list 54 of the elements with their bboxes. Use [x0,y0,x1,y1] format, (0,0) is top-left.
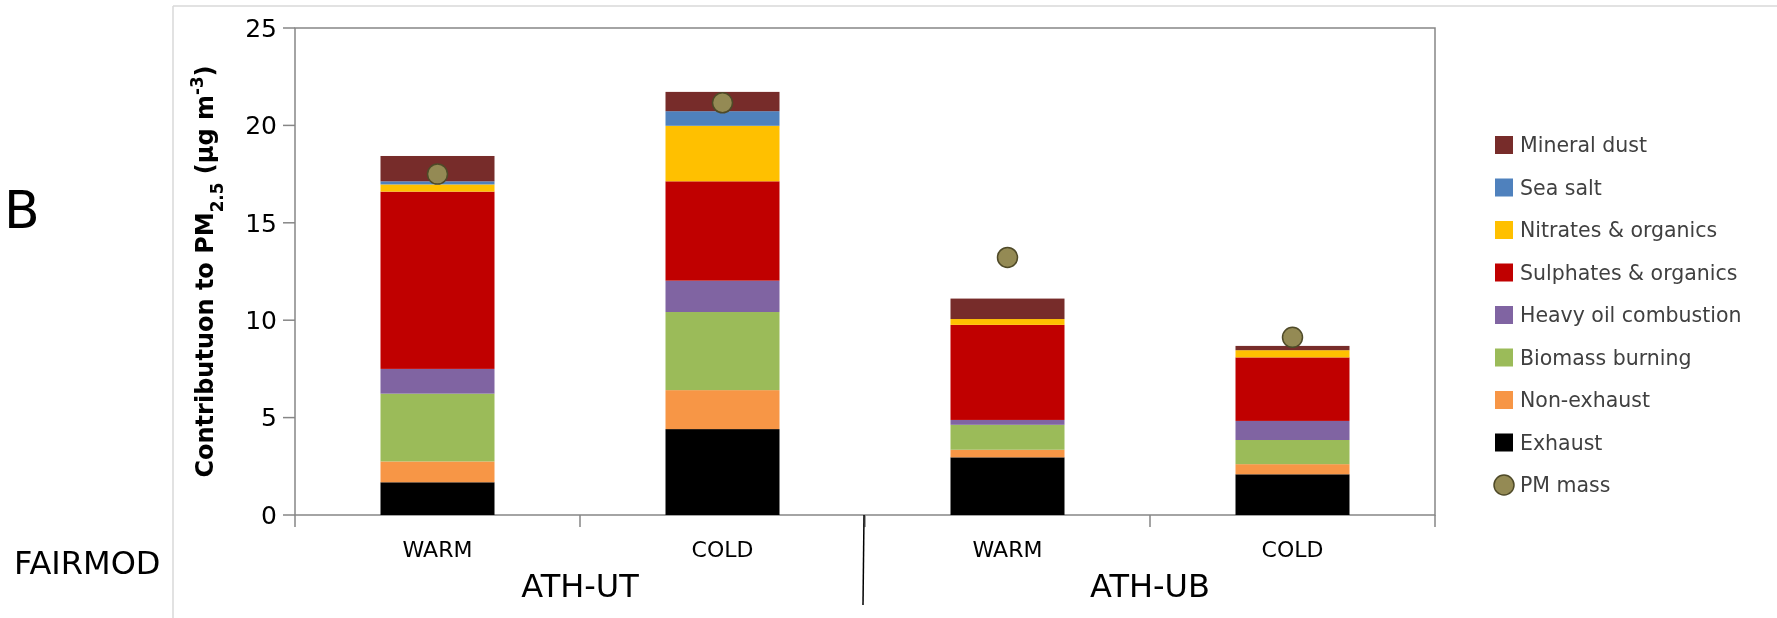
text: B [4,180,40,240]
bar [380,191,495,369]
bar [1235,440,1350,465]
bar [380,461,495,483]
bar [665,312,780,391]
bar [950,319,1065,325]
bar [950,298,1065,320]
bar [1235,420,1350,440]
x-tick-label: WARM [972,537,1043,562]
bar [950,419,1065,425]
bar [1235,474,1350,515]
point [996,246,1019,269]
legend-label: Mineral dust [1520,133,1647,158]
text: ATH-UT [521,567,640,605]
bar [1235,464,1350,475]
legend-label: Nitrates & organics [1520,218,1718,243]
y-tick-label: 0 [261,500,277,530]
bar [380,368,495,394]
bar [665,125,780,182]
legend-label: Sulphates & organics [1520,260,1738,285]
y-tick-label: 25 [245,13,277,43]
y-tick-label: 10 [245,305,277,335]
x-tick-label: WARM [402,537,473,562]
bar [380,482,495,515]
bar [380,393,495,462]
bar [665,390,780,430]
y-tick-label: 5 [261,403,277,433]
bar [665,280,780,313]
bar [950,457,1065,515]
bar [665,429,780,515]
bar [1235,357,1350,421]
text: ATH-UB [1090,567,1210,605]
bar [950,324,1065,420]
x-tick-label: COLD [691,537,754,562]
bar [1235,350,1350,358]
point [1281,326,1304,349]
y-tick-label: 20 [245,111,277,141]
point [711,92,734,114]
point [426,163,449,185]
bar [1235,345,1350,351]
bar [380,184,495,192]
bar [665,111,780,126]
legend-label: Non-exhaust [1520,388,1650,413]
legend-label: Sea salt [1520,175,1602,200]
y-tick-label: 15 [245,208,277,238]
legend-label: PM mass [1520,473,1611,498]
text: FAIRMOD [14,544,161,582]
bar [950,449,1065,458]
bar [950,424,1065,450]
bar [665,181,780,281]
x-tick-label: COLD [1261,537,1324,562]
legend-label: Heavy oil combustion [1520,303,1742,328]
legend-label: Exhaust [1520,430,1603,455]
legend-label: Biomass burning [1520,345,1692,370]
